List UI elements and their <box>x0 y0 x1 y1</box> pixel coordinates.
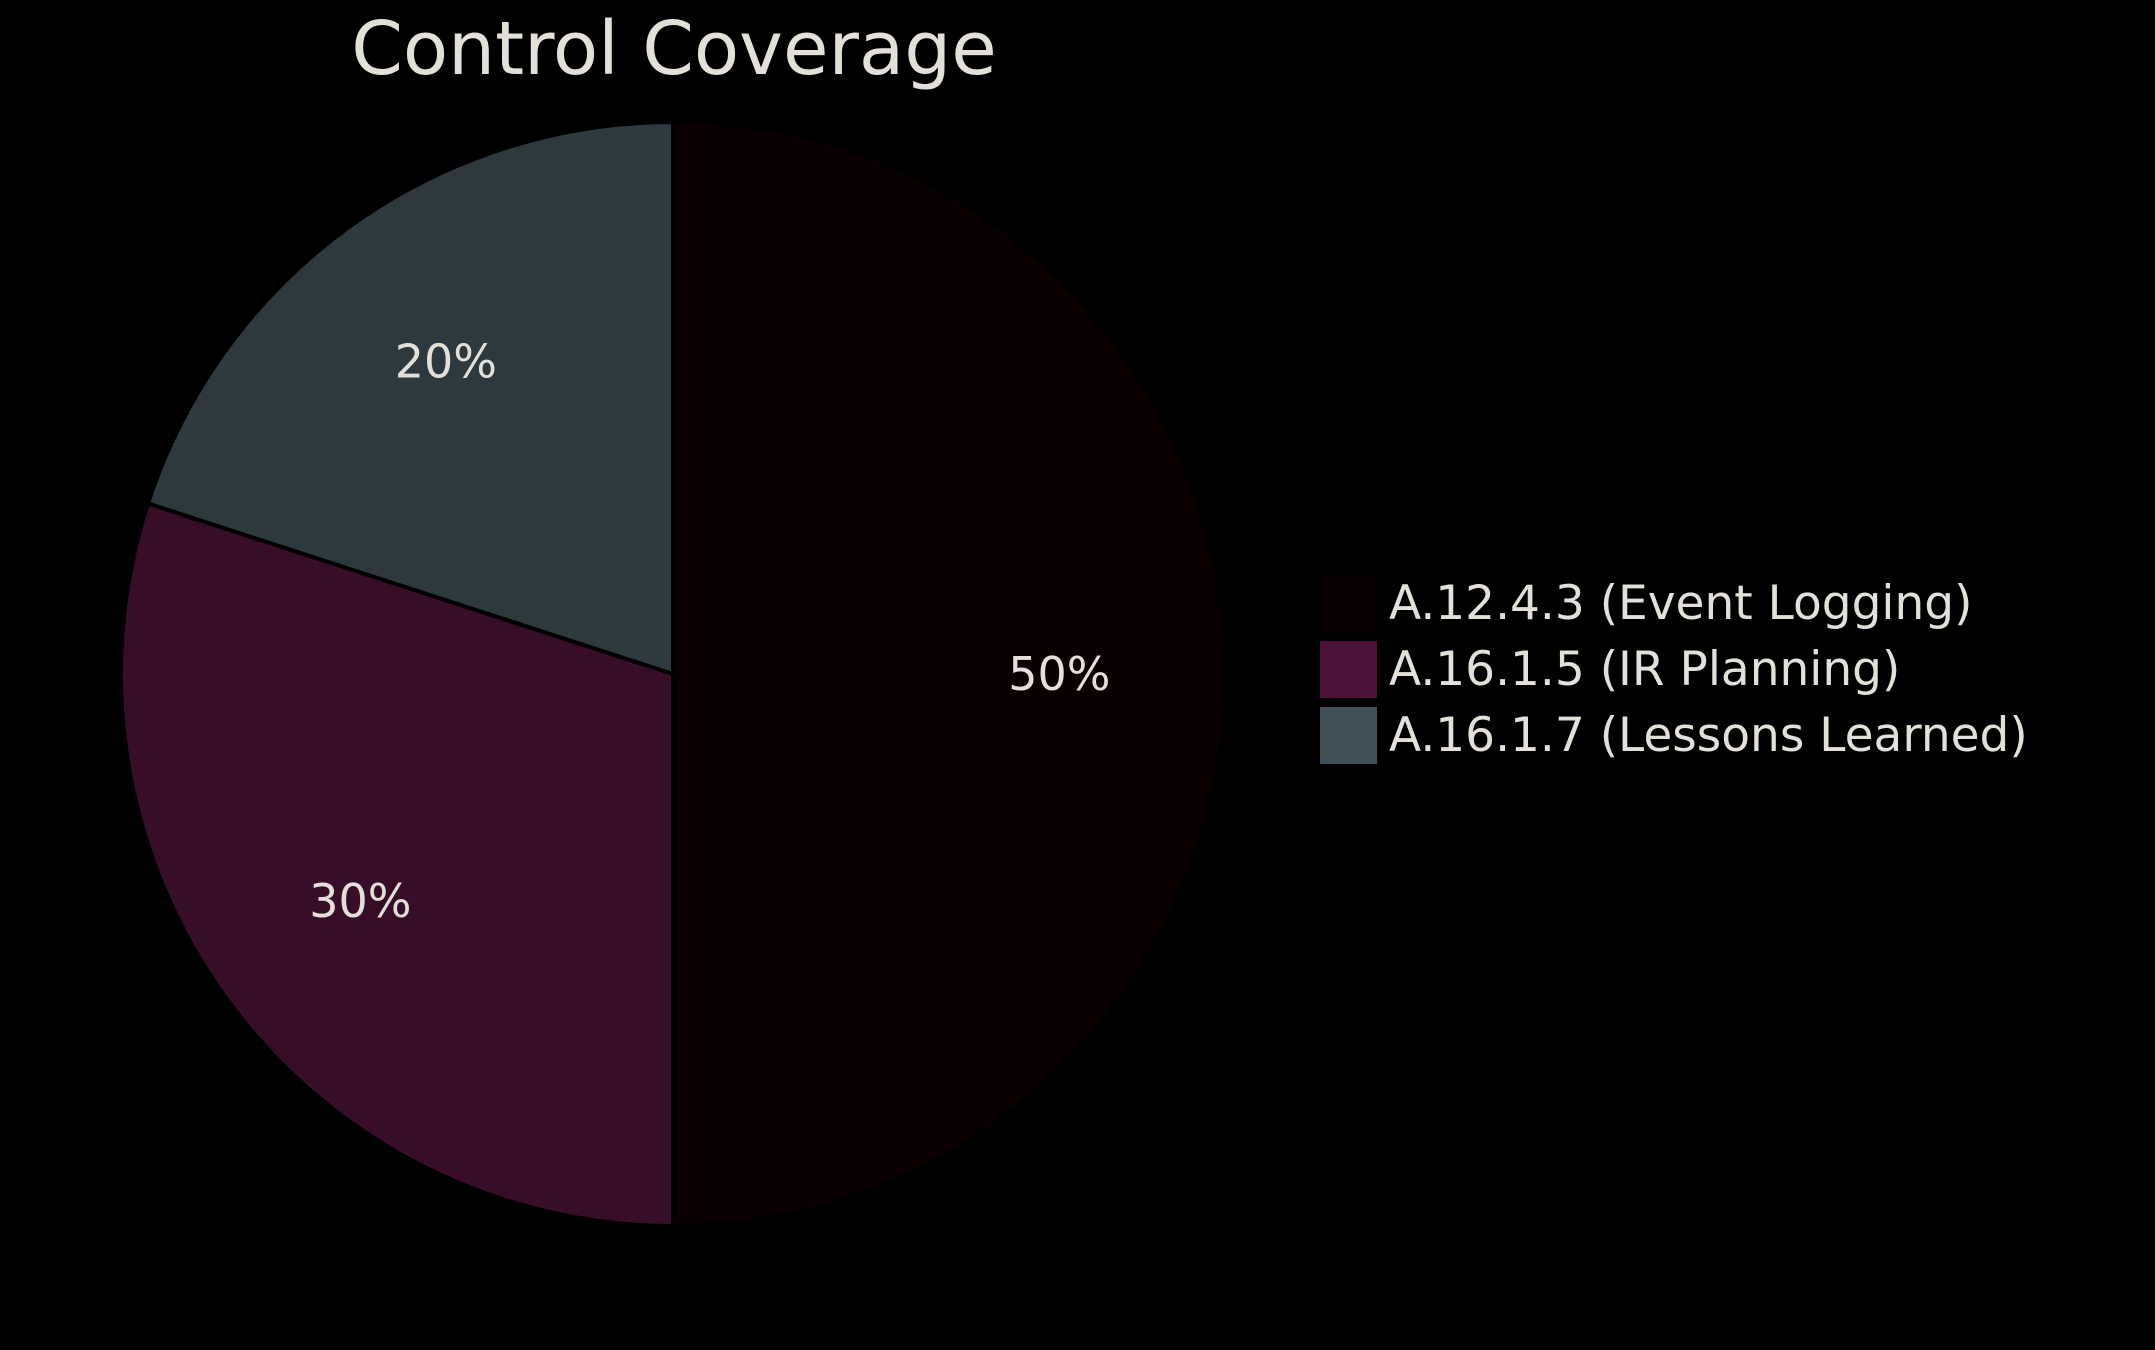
legend-swatch <box>1320 706 1377 764</box>
pie-slice <box>146 120 675 676</box>
legend: A.12.4.3 (Event Logging) A.16.1.5 (IR Pla… <box>1320 570 2028 768</box>
slice-value-label: 30% <box>309 874 411 928</box>
pie-slice <box>119 501 675 1228</box>
legend-swatch <box>1320 574 1377 632</box>
legend-item: A.16.1.7 (Lessons Learned) <box>1320 702 2028 768</box>
slice-value-label: 20% <box>395 334 497 388</box>
slice-value-label: 50% <box>1008 647 1110 701</box>
legend-label: A.12.4.3 (Event Logging) <box>1389 575 1973 631</box>
pie-slice-labels: 50% 30% 20% <box>309 334 1110 928</box>
legend-item: A.12.4.3 (Event Logging) <box>1320 570 2028 636</box>
pie-slice <box>671 120 1227 1228</box>
legend-label: A.16.1.7 (Lessons Learned) <box>1389 707 2028 763</box>
legend-label: A.16.1.5 (IR Planning) <box>1389 641 1901 697</box>
pie-slices <box>119 120 1227 1228</box>
legend-item: A.16.1.5 (IR Planning) <box>1320 636 2028 702</box>
legend-swatch <box>1320 640 1377 698</box>
chart-title: Control Coverage <box>351 6 997 92</box>
